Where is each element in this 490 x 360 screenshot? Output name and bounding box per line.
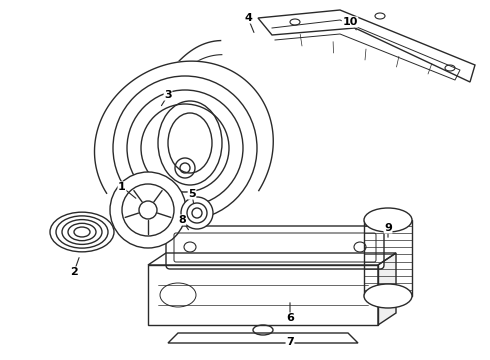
Ellipse shape [181, 197, 213, 229]
Ellipse shape [110, 172, 186, 248]
Text: 4: 4 [244, 13, 252, 23]
Text: 1: 1 [118, 182, 126, 192]
Ellipse shape [364, 208, 412, 232]
Ellipse shape [364, 284, 412, 308]
FancyBboxPatch shape [166, 226, 384, 269]
Polygon shape [148, 253, 396, 265]
Polygon shape [148, 265, 378, 325]
Polygon shape [258, 10, 475, 82]
Text: 2: 2 [70, 267, 78, 277]
Text: 3: 3 [164, 90, 172, 100]
Text: 5: 5 [188, 189, 196, 199]
Text: 6: 6 [286, 313, 294, 323]
Polygon shape [378, 253, 396, 325]
Text: 10: 10 [343, 17, 358, 27]
Text: 8: 8 [178, 215, 186, 225]
Text: 9: 9 [384, 223, 392, 233]
Polygon shape [95, 61, 273, 193]
Polygon shape [168, 333, 358, 343]
Text: 7: 7 [286, 337, 294, 347]
